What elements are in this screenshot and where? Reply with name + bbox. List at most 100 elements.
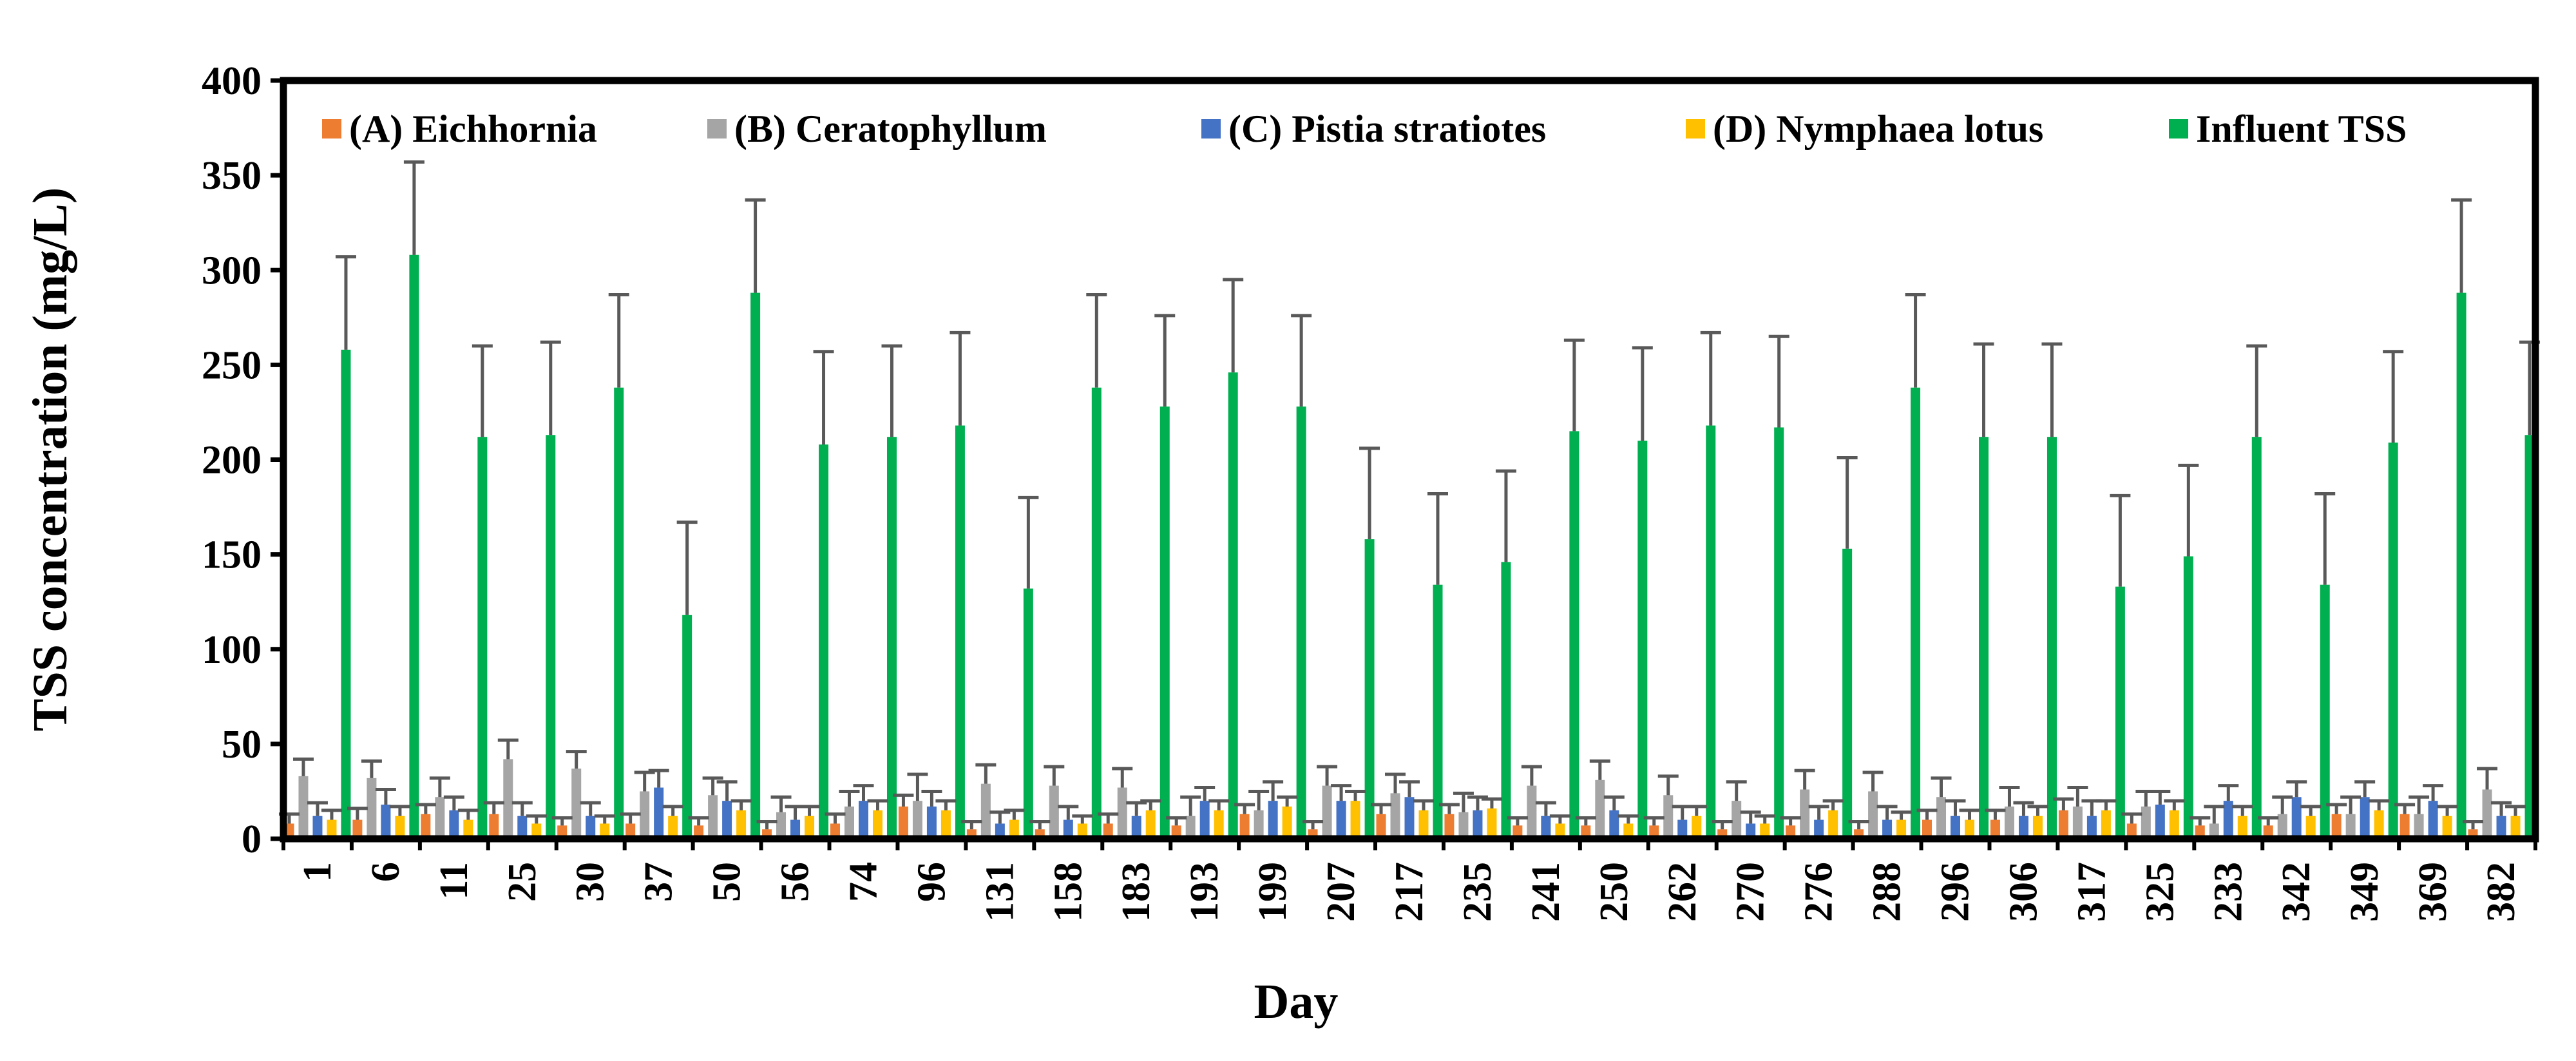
error-bar-day-217-series-5: [1427, 492, 1448, 585]
bar-day-288-series-3: [1882, 819, 1893, 839]
bar-day-96-series-1: [898, 806, 908, 839]
error-bar-day-158-series-3: [1058, 805, 1079, 820]
bar-day-183-series-4: [1145, 810, 1156, 839]
bar-day-296-series-3: [1951, 816, 1961, 839]
x-tick-label-25: 25: [501, 862, 544, 902]
error-bar-day-74-series-1: [825, 812, 846, 824]
bar-day-270-series-2: [1732, 801, 1742, 839]
x-tick-label-11: 11: [432, 862, 476, 900]
bar-day-6-series-5: [409, 254, 419, 839]
bar-day-325-series-5: [2183, 556, 2193, 839]
bar-day-250-series-5: [1637, 441, 1648, 839]
error-bar-day-250-series-1: [1575, 816, 1596, 826]
legend-label-series-1: (A) Eichhornia: [349, 108, 597, 150]
bar-day-1-series-4: [327, 819, 337, 839]
bar-day-233-series-4: [2237, 816, 2247, 839]
error-bar-day-30-series-3: [580, 801, 601, 816]
error-bar-day-96-series-1: [893, 793, 914, 807]
bar-day-369-series-3: [2428, 801, 2438, 839]
error-bar-day-317-series-5: [2110, 493, 2131, 587]
bar-day-199-series-2: [1254, 810, 1264, 839]
x-axis: 1 6 11 25 30 37 50 56 74 96 131 158 183 193 199 207 217 2…: [281, 839, 2537, 922]
bar-day-349-series-4: [2374, 810, 2384, 839]
x-axis-title: Day: [1254, 975, 1339, 1029]
error-bar-day-158-series-2: [1044, 765, 1065, 786]
bar-day-217-series-2: [1390, 793, 1400, 839]
bar-day-342-series-3: [2291, 797, 2302, 839]
x-tick-label-306: 306: [2001, 862, 2045, 922]
error-bar-day-382-series-3: [2491, 801, 2512, 816]
bar-day-131-series-3: [995, 823, 1005, 839]
y-tick-label-0: 0: [242, 817, 262, 861]
bar-day-11-series-1: [421, 814, 431, 839]
y-tick-label-400: 400: [202, 59, 262, 103]
error-bar-day-37-series-1: [620, 812, 641, 824]
x-tick-label-288: 288: [1865, 862, 1909, 922]
y-tick-label-50: 50: [222, 723, 262, 767]
error-bar-day-288-series-2: [1862, 770, 1884, 792]
legend-swatch-series-3: [1201, 119, 1221, 139]
error-bar-day-30-series-4: [594, 814, 615, 824]
x-tick-label-342: 342: [2275, 862, 2318, 922]
bar-day-235-series-3: [1473, 810, 1483, 839]
bar-day-217-series-4: [1418, 810, 1429, 839]
bar-day-56-series-5: [819, 444, 829, 839]
bar-day-96-series-4: [940, 810, 951, 839]
bar-day-270-series-4: [1760, 823, 1770, 839]
bar-day-276-series-5: [1842, 548, 1853, 839]
error-bar-day-199-series-2: [1248, 789, 1270, 810]
bar-day-37-series-3: [654, 787, 664, 839]
error-bar-day-50-series-2: [702, 776, 723, 796]
x-tick-label-369: 369: [2411, 862, 2455, 922]
error-bar-day-262-series-4: [1686, 805, 1707, 816]
error-bars-layer: [278, 160, 2541, 830]
y-tick-label-250: 250: [202, 343, 262, 387]
bar-day-193-series-5: [1228, 372, 1238, 839]
bar-day-50-series-4: [736, 810, 747, 839]
bar-day-250-series-2: [1595, 779, 1605, 839]
x-tick-label-262: 262: [1661, 862, 1704, 922]
bar-day-349-series-3: [2360, 797, 2370, 839]
bar-day-6-series-3: [381, 805, 391, 839]
bar-day-30-series-3: [586, 816, 596, 839]
error-bar-day-158-series-1: [1029, 820, 1051, 830]
error-bar-day-217-series-1: [1371, 803, 1391, 814]
error-bar-day-193-series-5: [1223, 278, 1244, 373]
error-bar-day-342-series-1: [2258, 816, 2279, 826]
error-bar-day-233-series-5: [2246, 344, 2267, 437]
bar-day-317-series-1: [2058, 810, 2068, 839]
error-bar-day-317-series-4: [2095, 799, 2117, 810]
y-axis: 0 50 100 150 200 250 300 350 400: [202, 59, 283, 861]
bar-day-25-series-5: [546, 435, 556, 839]
bar-day-342-series-5: [2320, 584, 2330, 839]
error-bar-day-50-series-5: [745, 198, 766, 293]
error-bar-day-270-series-3: [1740, 810, 1761, 824]
error-bar-day-50-series-3: [716, 780, 738, 801]
error-bar-day-30-series-2: [566, 750, 587, 769]
y-tick-label-150: 150: [202, 533, 262, 577]
bar-day-158-series-2: [1049, 785, 1059, 839]
error-bar-day-325-series-3: [2150, 789, 2171, 805]
bar-day-262-series-5: [1706, 425, 1716, 839]
bar-day-317-series-4: [2101, 810, 2111, 839]
error-bar-day-288-series-3: [1876, 805, 1898, 820]
bar-day-317-series-3: [2086, 816, 2097, 839]
y-tick-label-200: 200: [202, 439, 262, 483]
bar-day-25-series-4: [531, 823, 542, 839]
legend-label-series-5: Influent TSS: [2196, 108, 2407, 150]
bar-day-1-series-5: [341, 349, 351, 839]
error-bar-day-193-series-3: [1194, 786, 1216, 801]
bar-day-50-series-5: [750, 292, 761, 839]
error-bar-day-382-series-4: [2505, 805, 2526, 816]
bar-day-37-series-4: [668, 816, 678, 839]
error-bar-day-1-series-4: [321, 808, 342, 820]
bar-day-56-series-2: [776, 812, 787, 839]
error-bar-day-96-series-4: [935, 799, 957, 810]
bar-day-382-series-3: [2496, 816, 2506, 839]
error-bar-day-207-series-2: [1317, 765, 1338, 786]
error-bar-day-199-series-4: [1277, 795, 1298, 807]
error-bar-day-262-series-1: [1643, 816, 1665, 826]
error-bar-day-369-series-3: [2423, 784, 2444, 801]
error-bar-day-25-series-2: [497, 738, 519, 760]
